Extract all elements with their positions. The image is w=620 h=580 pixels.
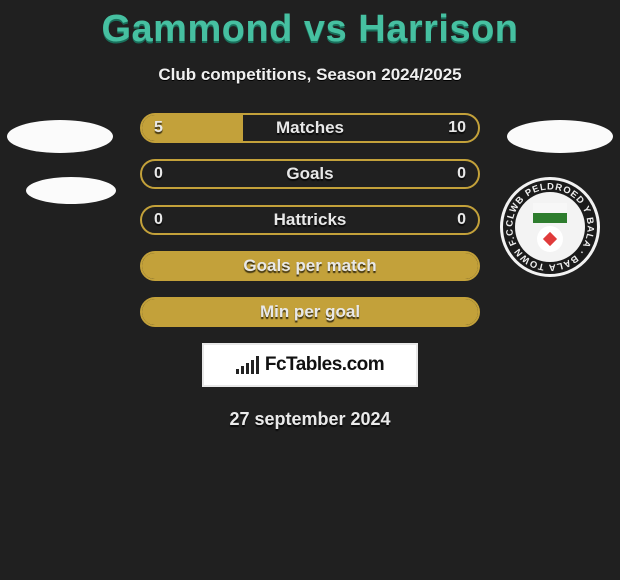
bars-icon bbox=[236, 356, 259, 374]
stat-value-right: 0 bbox=[457, 205, 466, 235]
stat-fill-left bbox=[142, 253, 478, 279]
stat-row-hattricks: 0 Hattricks 0 bbox=[140, 205, 480, 235]
date-line: 27 september 2024 bbox=[0, 409, 620, 430]
stat-value-right: 0 bbox=[457, 159, 466, 189]
stat-value-left: 0 bbox=[154, 159, 163, 189]
ball-icon bbox=[537, 226, 563, 252]
source-badge: FcTables.com bbox=[202, 343, 418, 387]
stat-value-left: 5 bbox=[154, 113, 163, 143]
stat-value-left: 0 bbox=[154, 205, 163, 235]
stat-row-goals-per-match: Goals per match bbox=[140, 251, 480, 281]
stat-row-matches: 5 Matches 10 bbox=[140, 113, 480, 143]
left-player-blob-2 bbox=[26, 177, 116, 204]
subtitle: Club competitions, Season 2024/2025 bbox=[0, 65, 620, 85]
right-player-blob-1 bbox=[507, 120, 613, 153]
left-player-blob-1 bbox=[7, 120, 113, 153]
stat-value-right: 10 bbox=[448, 113, 466, 143]
right-club-badge: CLWB PELDROED Y BALA · BALA TOWN F.C. bbox=[500, 177, 600, 277]
stat-fill-left bbox=[142, 299, 478, 325]
flag-icon bbox=[533, 203, 567, 223]
page-title: Gammond vs Harrison bbox=[0, 0, 620, 51]
source-badge-text: FcTables.com bbox=[265, 354, 384, 376]
stat-row-goals: 0 Goals 0 bbox=[140, 159, 480, 189]
stat-row-min-per-goal: Min per goal bbox=[140, 297, 480, 327]
